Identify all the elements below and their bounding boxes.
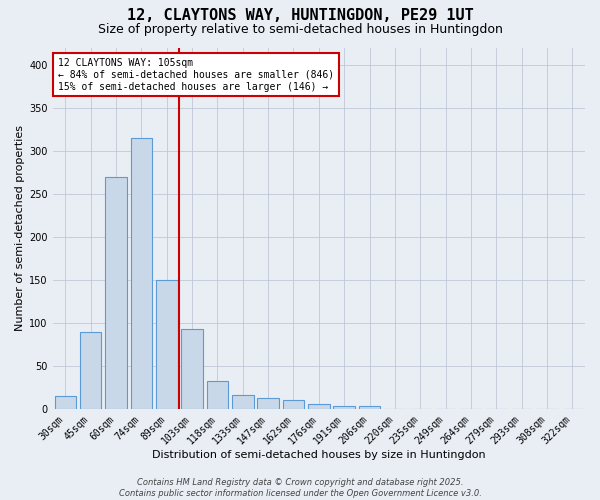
- Text: 12, CLAYTONS WAY, HUNTINGDON, PE29 1UT: 12, CLAYTONS WAY, HUNTINGDON, PE29 1UT: [127, 8, 473, 22]
- Bar: [156, 280, 178, 409]
- Bar: [334, 406, 355, 409]
- Bar: [257, 398, 279, 409]
- Text: Contains HM Land Registry data © Crown copyright and database right 2025.
Contai: Contains HM Land Registry data © Crown c…: [119, 478, 481, 498]
- Text: Size of property relative to semi-detached houses in Huntingdon: Size of property relative to semi-detach…: [98, 22, 502, 36]
- Bar: [283, 400, 304, 409]
- Bar: [80, 332, 101, 409]
- Bar: [232, 395, 254, 409]
- Y-axis label: Number of semi-detached properties: Number of semi-detached properties: [15, 125, 25, 331]
- Bar: [131, 138, 152, 409]
- Bar: [359, 406, 380, 409]
- X-axis label: Distribution of semi-detached houses by size in Huntingdon: Distribution of semi-detached houses by …: [152, 450, 485, 460]
- Bar: [308, 404, 329, 409]
- Bar: [181, 329, 203, 409]
- Text: 12 CLAYTONS WAY: 105sqm
← 84% of semi-detached houses are smaller (846)
15% of s: 12 CLAYTONS WAY: 105sqm ← 84% of semi-de…: [58, 58, 334, 92]
- Bar: [206, 380, 228, 409]
- Bar: [55, 396, 76, 409]
- Bar: [105, 176, 127, 409]
